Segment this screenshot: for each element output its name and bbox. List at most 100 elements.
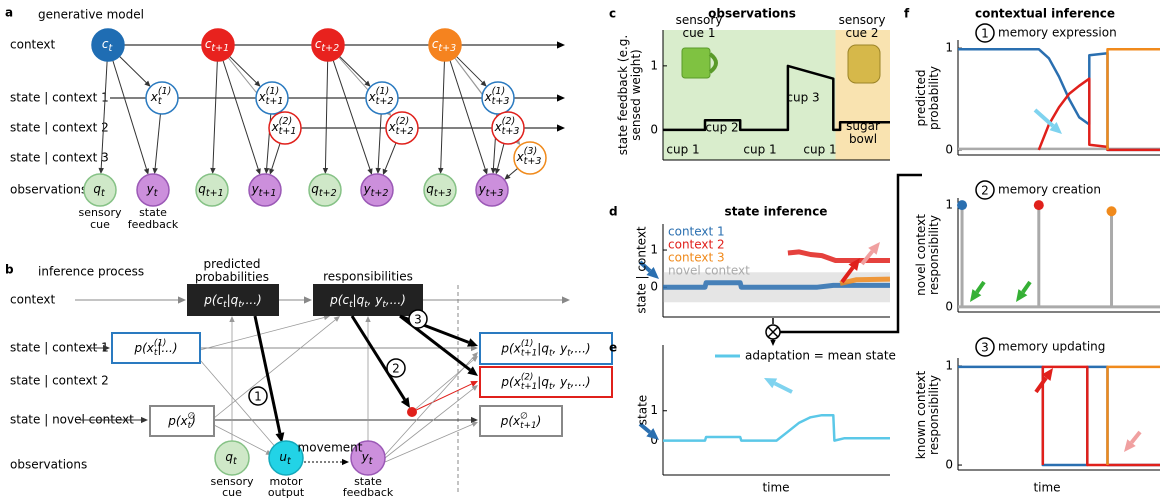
annotation: cup 2 xyxy=(705,121,738,135)
edge xyxy=(456,56,482,82)
row-label: state | context 1 xyxy=(10,91,109,105)
panel-title: generative model xyxy=(38,8,144,22)
movement-label: movement xyxy=(298,441,363,455)
y-tick-label: 1 xyxy=(650,403,658,417)
series-line xyxy=(1043,367,1160,465)
panel-title: contextual inference xyxy=(975,7,1115,21)
step-number: 2 xyxy=(981,184,989,198)
chart-title: memory creation xyxy=(998,183,1101,197)
y-axis-label: known context responsibility xyxy=(915,360,941,470)
jar-icon xyxy=(848,45,880,83)
y-tick-label: 1 xyxy=(650,58,658,72)
update-point xyxy=(407,407,417,417)
node-caption: sensory cue xyxy=(207,476,257,498)
math-label: p(x∅t) xyxy=(167,411,196,430)
panel-letter: b xyxy=(5,263,14,277)
node-caption: motor output xyxy=(261,476,311,498)
y-tick-label: 1 xyxy=(650,243,658,257)
math-part: t+1 xyxy=(206,188,224,199)
row-label: observations xyxy=(10,183,87,197)
math-part: p(c xyxy=(329,293,349,307)
math-part: t+3 xyxy=(434,188,452,199)
y-axis-label: state | context xyxy=(636,225,649,315)
row-arrow-head xyxy=(141,417,148,423)
box-caption: responsibilities xyxy=(323,270,413,284)
annotation: sensory cue 2 xyxy=(836,14,888,40)
edge xyxy=(155,114,160,168)
movement-arrow-head xyxy=(342,459,349,465)
chart-title: memory updating xyxy=(998,340,1105,354)
box-caption: predicted probabilities xyxy=(182,258,282,284)
step-arrow-head xyxy=(467,338,478,346)
math-part: , y xyxy=(552,375,568,389)
math-part: p(x xyxy=(133,341,154,355)
row-arrow xyxy=(412,384,472,412)
timeline-head xyxy=(557,124,565,131)
step-number: 1 xyxy=(254,390,262,404)
row-label: observations xyxy=(10,458,87,472)
pointer-arrow xyxy=(775,383,792,392)
link-head xyxy=(334,316,340,322)
connector-head xyxy=(770,340,775,346)
math-part: ,...) xyxy=(242,293,262,307)
math-label: p(x(1)t|...) xyxy=(133,338,177,357)
pointer-arrow xyxy=(977,282,984,292)
pointer-arrow xyxy=(1023,282,1030,292)
math-part: t+3 xyxy=(524,156,542,167)
y-axis-label: predicted probability xyxy=(915,43,941,153)
edge xyxy=(385,143,396,170)
math-label: p(x(1)t+1|qt, yt,...) xyxy=(500,339,590,358)
math-part: |q xyxy=(537,341,549,355)
math-part: p(x xyxy=(167,414,188,428)
panel-letter: f xyxy=(904,7,910,21)
math-part: p(x xyxy=(500,341,521,355)
stem-head xyxy=(1107,206,1117,216)
series-line xyxy=(1108,367,1161,465)
y-axis-label: novel context responsibility xyxy=(915,200,941,310)
math-part: t+1 xyxy=(211,43,229,54)
edge-head xyxy=(144,168,149,175)
y-axis-label: state xyxy=(637,365,650,455)
panel-letter: c xyxy=(609,7,616,21)
annotation: cup 1 xyxy=(666,143,699,157)
legend-entry: context 3 xyxy=(668,251,725,265)
pointer-arrow xyxy=(1036,378,1046,392)
math-part: p(x xyxy=(500,414,521,428)
edge xyxy=(441,61,445,168)
node-caption: sensory cue xyxy=(75,207,125,231)
edge-head xyxy=(269,168,274,175)
y-tick-label: 1 xyxy=(945,41,953,55)
edge xyxy=(119,56,146,82)
step-number: 2 xyxy=(392,362,400,376)
legend-entry: context 2 xyxy=(668,238,725,252)
edge-head xyxy=(264,168,269,174)
edge xyxy=(223,60,258,169)
edge-head xyxy=(210,168,215,174)
math-part: , y xyxy=(368,293,384,307)
step-number: 1 xyxy=(981,27,989,41)
annotation: cup 1 xyxy=(803,143,836,157)
stem-head xyxy=(957,200,967,210)
math-part: t+2 xyxy=(396,126,414,137)
edge xyxy=(497,143,504,168)
math-part: p(c xyxy=(203,293,223,307)
edge-head xyxy=(323,168,328,174)
step-number: 3 xyxy=(414,313,422,327)
link-head xyxy=(229,316,234,322)
math-part: t+1 xyxy=(266,96,284,107)
y-tick-label: 1 xyxy=(945,198,953,212)
x-axis-label: time xyxy=(1033,481,1060,495)
math-part: t+3 xyxy=(502,126,520,137)
edge xyxy=(325,61,327,168)
step-number: 3 xyxy=(981,341,989,355)
legend-entry: novel context xyxy=(668,264,750,278)
panel-letter: d xyxy=(609,205,618,219)
math-part: t+3 xyxy=(492,96,510,107)
y-axis-label: state feedback (e.g. sensed weight) xyxy=(617,30,643,160)
link xyxy=(385,389,473,458)
edge xyxy=(509,168,518,176)
edge-head xyxy=(483,168,488,175)
annotation: cup 1 xyxy=(743,143,776,157)
edge xyxy=(272,143,280,169)
y-tick-label: 0 xyxy=(650,122,658,136)
